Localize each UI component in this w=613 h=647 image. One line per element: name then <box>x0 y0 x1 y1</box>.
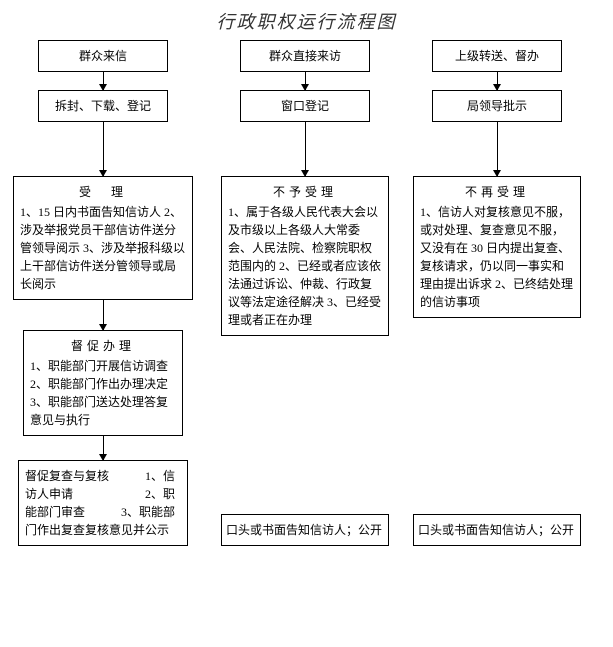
arrow <box>305 122 306 176</box>
node-c1n5: 督促复查与复核 1、信访人申请 2、职能部门审查 3、职能部门作出复查复核意见并… <box>18 460 188 546</box>
node-body: 督促复查与复核 1、信访人申请 2、职能部门审查 3、职能部门作出复查复核意见并… <box>25 467 181 539</box>
flowchart-columns: 群众来信 拆封、下载、登记 受 理 1、15 日内书面告知信访人 2、涉及举报党… <box>8 40 605 546</box>
node-c3n1: 上级转送、督办 <box>432 40 562 72</box>
node-c1n4: 督促办理 1、职能部门开展信访调查 2、职能部门作出办理决定 3、职能部门送达处… <box>23 330 183 436</box>
node-c2n1: 群众直接来访 <box>240 40 370 72</box>
page-title: 行政职权运行流程图 <box>8 8 605 34</box>
node-c1n1: 群众来信 <box>38 40 168 72</box>
node-body: 1、信访人对复核意见不服，或对处理、复查意见不服，又没有在 30 日内提出复查、… <box>420 203 574 311</box>
arrow <box>103 300 104 330</box>
arrow <box>497 122 498 176</box>
node-c2n4: 口头或书面告知信访人；公开 <box>221 514 389 546</box>
node-c2n2: 窗口登记 <box>240 90 370 122</box>
node-heading: 不再受理 <box>420 183 574 201</box>
node-heading: 受 理 <box>20 183 186 201</box>
arrow <box>103 122 104 176</box>
node-heading: 不予受理 <box>228 183 382 201</box>
node-body: 1、15 日内书面告知信访人 2、涉及举报党员干部信访件送分管领导阅示 3、涉及… <box>20 203 186 293</box>
node-c2n3: 不予受理 1、属于各级人民代表大会以及市级以上各级人大常委会、人民法院、检察院职… <box>221 176 389 336</box>
arrow <box>305 72 306 90</box>
node-c3n3: 不再受理 1、信访人对复核意见不服，或对处理、复查意见不服，又没有在 30 日内… <box>413 176 581 318</box>
node-c1n2: 拆封、下载、登记 <box>38 90 168 122</box>
node-c3n2: 局领导批示 <box>432 90 562 122</box>
arrow <box>103 436 104 460</box>
node-c1n3: 受 理 1、15 日内书面告知信访人 2、涉及举报党员干部信访件送分管领导阅示 … <box>13 176 193 300</box>
arrow <box>497 72 498 90</box>
node-body: 1、职能部门开展信访调查 2、职能部门作出办理决定 3、职能部门送达处理答复意见… <box>30 357 176 429</box>
node-body: 1、属于各级人民代表大会以及市级以上各级人大常委会、人民法院、检察院职权范围内的… <box>228 203 382 329</box>
column-2: 群众直接来访 窗口登记 不予受理 1、属于各级人民代表大会以及市级以上各级人大常… <box>220 40 390 546</box>
node-heading: 督促办理 <box>30 337 176 355</box>
column-1: 群众来信 拆封、下载、登记 受 理 1、15 日内书面告知信访人 2、涉及举报党… <box>8 40 198 546</box>
arrow <box>103 72 104 90</box>
node-c3n4: 口头或书面告知信访人；公开 <box>413 514 581 546</box>
column-3: 上级转送、督办 局领导批示 不再受理 1、信访人对复核意见不服，或对处理、复查意… <box>412 40 582 546</box>
